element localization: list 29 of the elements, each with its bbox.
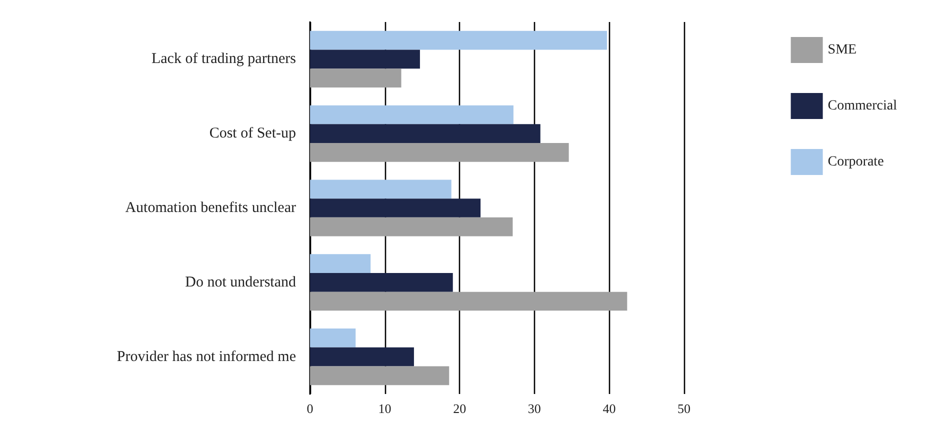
bar [310, 30, 607, 50]
bar [310, 68, 402, 88]
bar [310, 347, 414, 366]
x-tick-label: 0 [306, 401, 314, 416]
legend-label: Corporate [828, 154, 884, 170]
x-tick-label: 30 [528, 401, 541, 416]
bar [310, 272, 453, 292]
bar [310, 366, 450, 386]
bar [310, 292, 628, 311]
bar [310, 105, 514, 124]
x-tick-label: 20 [453, 401, 466, 416]
bar [310, 124, 540, 144]
x-tick-label: 50 [678, 401, 690, 416]
y-tick-label: Provider has not informed me [116, 348, 296, 365]
y-tick-label: Cost of Set-up [209, 126, 296, 142]
bar [310, 180, 452, 199]
x-tick-label: 10 [378, 401, 392, 416]
x-tick-label: 40 [602, 401, 616, 416]
bar [310, 198, 481, 218]
y-tick-label: Do not understand [185, 274, 296, 290]
legend-label: Commercial [828, 98, 898, 114]
y-tick-label: Lack of trading partners [151, 51, 296, 68]
bar [310, 217, 513, 236]
bar [310, 254, 371, 273]
bar [310, 143, 569, 162]
bar [310, 50, 420, 69]
legend-label: SME [828, 42, 857, 58]
bar [310, 328, 356, 348]
y-tick-label: Automation benefits unclear [125, 200, 296, 216]
